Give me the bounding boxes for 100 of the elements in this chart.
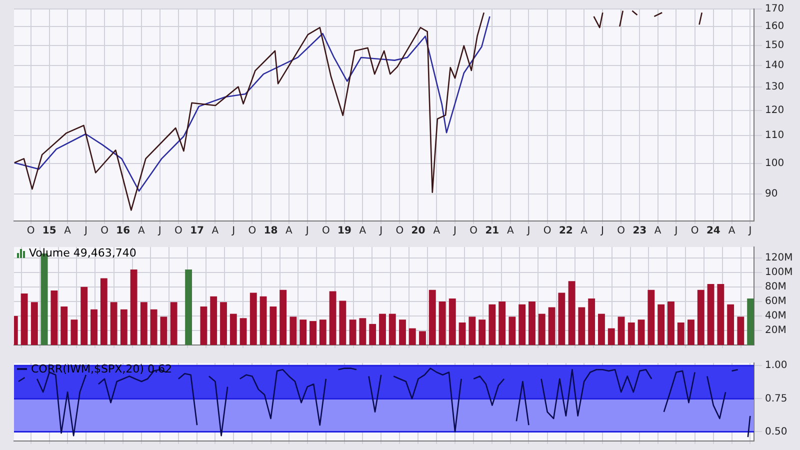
bar	[399, 320, 406, 345]
bar	[20, 293, 28, 345]
y-tick-label: 0.50	[765, 426, 788, 438]
bar	[250, 292, 257, 345]
bar	[280, 290, 287, 345]
bar	[130, 270, 138, 345]
x-tick-label: O	[617, 226, 626, 237]
bar	[50, 290, 58, 345]
bar	[558, 292, 566, 345]
y-tick-label: 120	[765, 104, 784, 116]
bar	[240, 318, 247, 345]
bar	[379, 314, 386, 345]
x-tick-label: O	[26, 226, 35, 237]
bar	[260, 296, 267, 345]
x-tick-label: A	[138, 226, 146, 237]
bar	[359, 318, 366, 345]
bar	[30, 302, 38, 345]
x-tick-label: A	[359, 226, 366, 237]
x-tick-label: 22	[558, 226, 573, 237]
y-tick-label: 160	[765, 21, 784, 32]
bar	[668, 301, 674, 345]
x-tick-label: A	[286, 226, 293, 237]
x-tick-label: 24	[706, 226, 720, 237]
x-tick-label: J	[526, 226, 530, 237]
x-tick-label: J	[157, 226, 162, 237]
x-tick-label: 17	[190, 226, 204, 237]
x-tick-label: J	[674, 226, 678, 237]
bar	[618, 316, 625, 345]
bar	[498, 301, 506, 345]
y-tick-label: 130	[765, 82, 784, 93]
x-tick-label: O	[690, 226, 699, 237]
bar	[319, 320, 326, 345]
bar	[458, 322, 466, 345]
bar	[488, 304, 496, 345]
y-tick-label: 110	[765, 130, 784, 142]
bar	[648, 290, 655, 345]
x-tick-label: O	[322, 226, 330, 237]
bar	[339, 300, 346, 345]
bar	[230, 314, 237, 345]
x-tick-label: A	[654, 226, 662, 237]
y-tick-label: 120M	[765, 252, 793, 264]
y-tick-label: 1.00	[765, 360, 788, 372]
bar	[329, 291, 336, 345]
bar	[598, 314, 605, 345]
bar	[120, 309, 128, 345]
x-tick-label: J	[378, 226, 383, 237]
bar	[140, 302, 148, 345]
bar	[200, 306, 208, 345]
bar	[388, 314, 396, 345]
bar	[270, 306, 277, 345]
bar	[697, 290, 704, 345]
y-tick-label: 60M	[765, 296, 786, 308]
x-tick-label: O	[174, 226, 183, 237]
bar	[438, 301, 446, 345]
y-tick-label: 80M	[765, 282, 786, 293]
y-tick-label: 150	[765, 40, 784, 51]
bar	[220, 302, 227, 345]
bar	[688, 320, 694, 345]
chart-title: Volume 49,463,740	[29, 246, 136, 260]
bar	[727, 304, 734, 345]
bar	[518, 304, 526, 345]
x-tick-label: O	[396, 226, 404, 237]
bar	[310, 321, 316, 345]
x-tick-label: 19	[338, 226, 352, 237]
bar	[568, 281, 576, 345]
x-tick-label: O	[248, 226, 256, 237]
x-tick-label: A	[580, 226, 588, 237]
bar	[677, 322, 684, 345]
x-tick-label: 20	[411, 226, 426, 237]
y-tick-label: 40M	[765, 310, 786, 322]
x-tick-label: J	[304, 226, 309, 237]
x-tick-label: A	[728, 226, 736, 237]
bar	[638, 320, 645, 345]
bar	[717, 284, 724, 345]
bar	[448, 298, 456, 345]
bar	[408, 328, 416, 345]
y-tick-label: 0.75	[765, 393, 788, 404]
x-tick-label: A	[433, 226, 440, 237]
bar	[170, 302, 178, 345]
bar	[60, 306, 68, 345]
x-tick-label: 21	[485, 226, 500, 237]
x-tick-label: 18	[264, 226, 278, 237]
x-tick-label: J	[452, 226, 456, 237]
x-tick-label: A	[212, 226, 219, 237]
bar	[110, 302, 118, 345]
x-tick-label: J	[231, 226, 236, 237]
x-tick-label: 15	[42, 226, 56, 237]
bar	[419, 331, 426, 345]
bar	[290, 316, 297, 345]
bar	[80, 286, 88, 345]
bar	[428, 290, 436, 345]
y-tick-label: 20M	[765, 325, 786, 336]
bar	[185, 270, 192, 345]
bar	[160, 316, 168, 345]
bar	[578, 307, 586, 345]
bar	[528, 301, 536, 345]
bar	[90, 309, 98, 345]
bar	[478, 320, 486, 345]
bar	[628, 322, 635, 345]
bar	[608, 328, 615, 345]
